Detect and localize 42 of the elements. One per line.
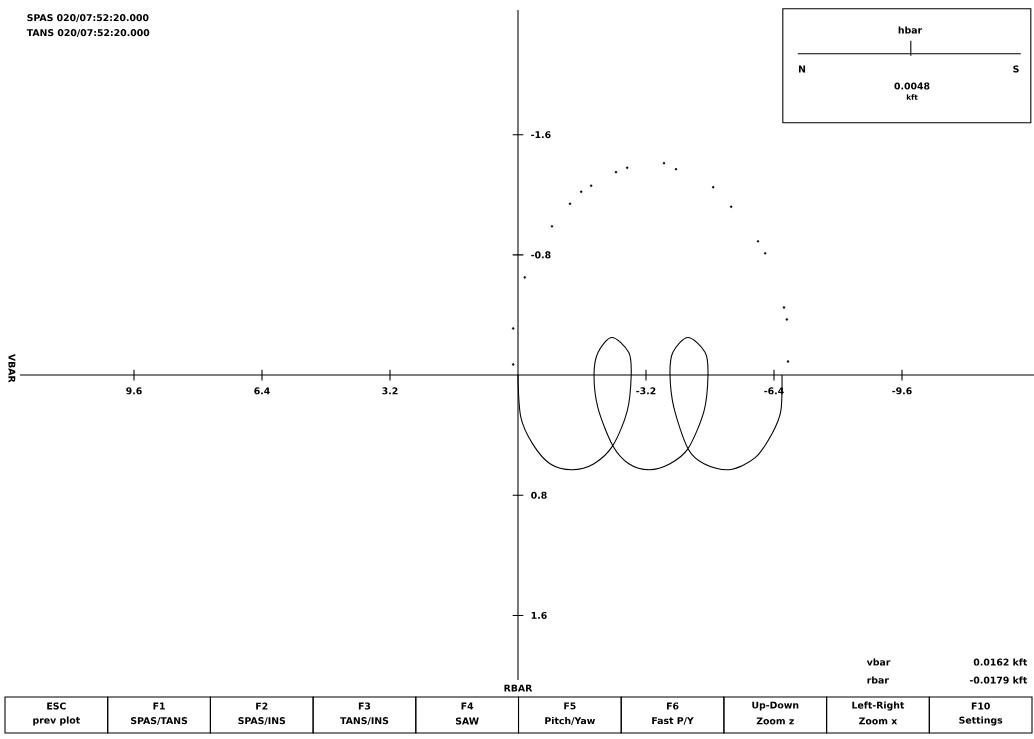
- y-tick-label: 0.8: [531, 491, 547, 499]
- annotation: 0.0162 kft: [973, 658, 1028, 666]
- annotation: rbar: [867, 676, 889, 684]
- text: F2: [256, 702, 268, 710]
- x-tick-label: -6.4: [764, 387, 784, 395]
- annotation: -0.0179 kft: [969, 676, 1028, 684]
- text: SAW: [455, 717, 479, 725]
- annotation: S: [1013, 65, 1019, 73]
- text: F4: [461, 702, 474, 710]
- annotation: TANS 020/07:52:20.000: [26, 29, 150, 37]
- text: Zoom z: [756, 717, 794, 725]
- text: Fast P/Y: [652, 717, 694, 725]
- y-tick-label: -1.6: [531, 131, 551, 139]
- x-tick-label: 6.4: [254, 387, 270, 395]
- annotation: SPAS 020/07:52:20.000: [27, 14, 149, 22]
- text: Up-Down: [752, 701, 799, 711]
- text: F3: [358, 702, 371, 710]
- text: Zoom x: [859, 717, 898, 725]
- y-tick-label: -0.8: [531, 251, 551, 259]
- text: SPAS/TANS: [131, 717, 188, 725]
- text: F1: [153, 702, 165, 710]
- annotation: vbar: [866, 658, 891, 666]
- text: TANS/INS: [340, 717, 389, 725]
- text: ESC: [47, 702, 66, 710]
- x-tick-label: 9.6: [126, 387, 142, 395]
- text: VBAR: [8, 353, 16, 383]
- x-tick-label: -9.6: [892, 387, 912, 395]
- x-tick-label: -3.2: [636, 387, 656, 395]
- text: SPAS/INS: [238, 717, 286, 725]
- annotation: N: [798, 65, 806, 73]
- text: F5: [564, 702, 576, 710]
- y-tick-label: 1.6: [531, 611, 547, 619]
- text: F10: [971, 702, 990, 710]
- text: Settings: [959, 716, 1003, 726]
- text: F6: [666, 702, 679, 710]
- text: prev plot: [33, 716, 80, 726]
- x-tick-label: 3.2: [382, 387, 398, 395]
- text: Pitch/Yaw: [545, 717, 596, 725]
- text: Left-Right: [852, 701, 905, 711]
- annotation: hbar: [898, 26, 923, 34]
- text: RBAR: [504, 684, 533, 692]
- annotation: 0.0048: [894, 82, 930, 90]
